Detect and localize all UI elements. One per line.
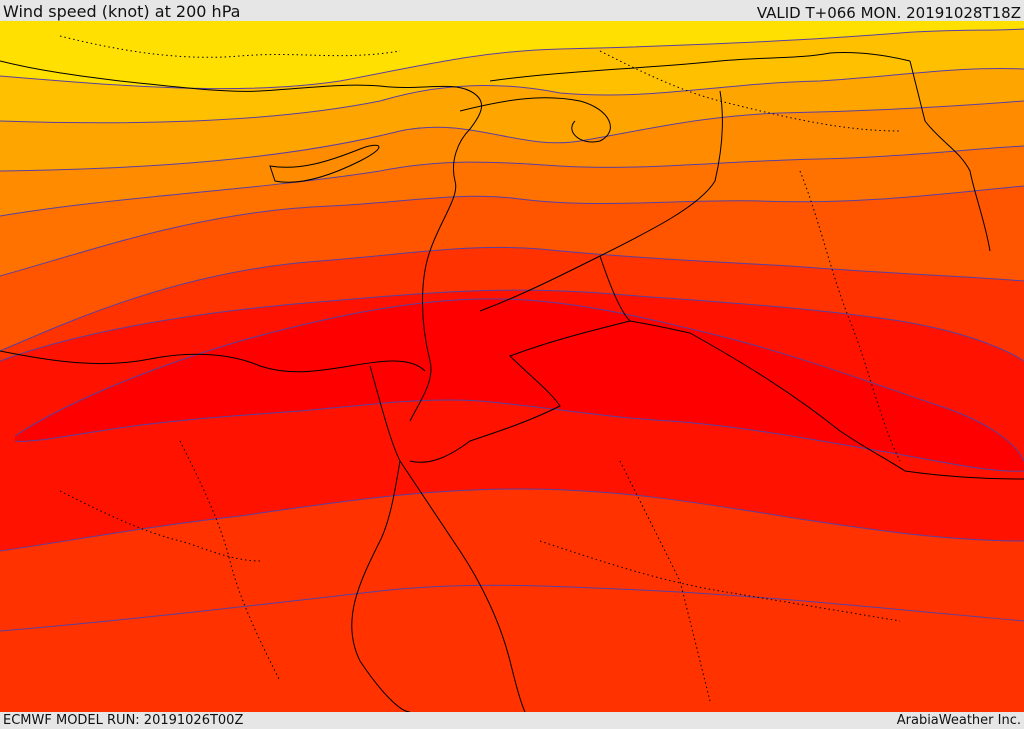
credit-label: ArabiaWeather Inc.	[896, 713, 1021, 728]
contour-lines	[0, 28, 1024, 632]
model-run-label: ECMWF MODEL RUN: 20191026T00Z	[3, 713, 244, 728]
borders	[409, 52, 1024, 480]
chart-title: Wind speed (knot) at 200 hPa	[3, 2, 241, 21]
header-bar: Wind speed (knot) at 200 hPa VALID T+066…	[0, 0, 1024, 22]
valid-time: VALID T+066 MON. 20191028T18Z	[756, 4, 1021, 22]
band-8-jet-core	[15, 298, 1024, 472]
wind-speed-map	[0, 21, 1024, 712]
internal-borders	[59, 35, 901, 702]
footer-bar: ECMWF MODEL RUN: 20191026T00Z ArabiaWeat…	[0, 712, 1024, 729]
coastlines	[0, 60, 611, 712]
map-panel[interactable]	[0, 21, 1024, 712]
